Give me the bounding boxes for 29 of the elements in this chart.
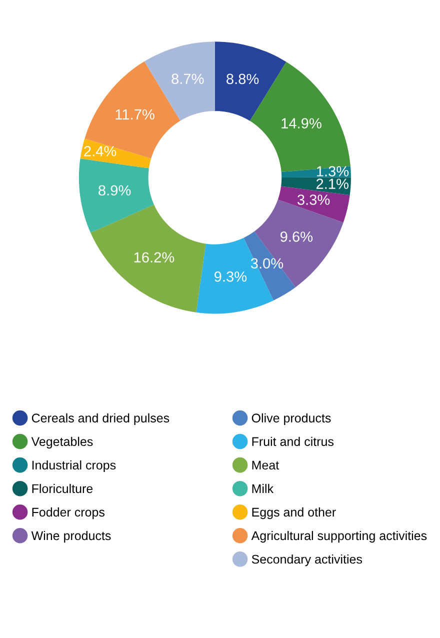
data-label: 2.4%: [84, 146, 116, 156]
data-label: 9.3%: [214, 271, 247, 282]
legend-label: Fruit and citrus: [252, 436, 334, 446]
data-label: 16.2%: [134, 252, 174, 263]
data-label: 8.9%: [98, 185, 131, 196]
donut-slice: [80, 138, 152, 168]
legend-label: Meat: [252, 460, 279, 470]
data-label: 8.7%: [172, 74, 204, 84]
donut-slice: [78, 158, 154, 233]
data-label: 3.0%: [250, 258, 284, 269]
data-label: 3.3%: [298, 194, 330, 205]
donut-slice: [90, 204, 206, 312]
legend-label: Olive products: [252, 413, 331, 425]
legend-label: Cereals and dried pulses: [32, 413, 170, 425]
data-label: 2.1%: [316, 178, 348, 189]
data-label: 8.8%: [226, 74, 259, 84]
legend-label: Fodder crops: [32, 507, 104, 520]
data-label: 14.9%: [282, 118, 322, 128]
legend-label: Milk: [252, 484, 274, 493]
legend-label: Vegetables: [31, 436, 93, 448]
legend-label: Wine products: [31, 530, 111, 543]
legend-label: Industrial crops: [32, 460, 116, 472]
legend-label: Eggs and other: [252, 507, 336, 520]
data-label: 1.3%: [316, 166, 349, 176]
legend-label: Secondary activities: [252, 554, 362, 566]
data-label: 9.6%: [280, 232, 313, 242]
legend-label: Floriculture: [32, 484, 93, 494]
data-label: 11.7%: [116, 109, 154, 120]
legend-label: Agricultural supporting activities: [251, 530, 427, 543]
